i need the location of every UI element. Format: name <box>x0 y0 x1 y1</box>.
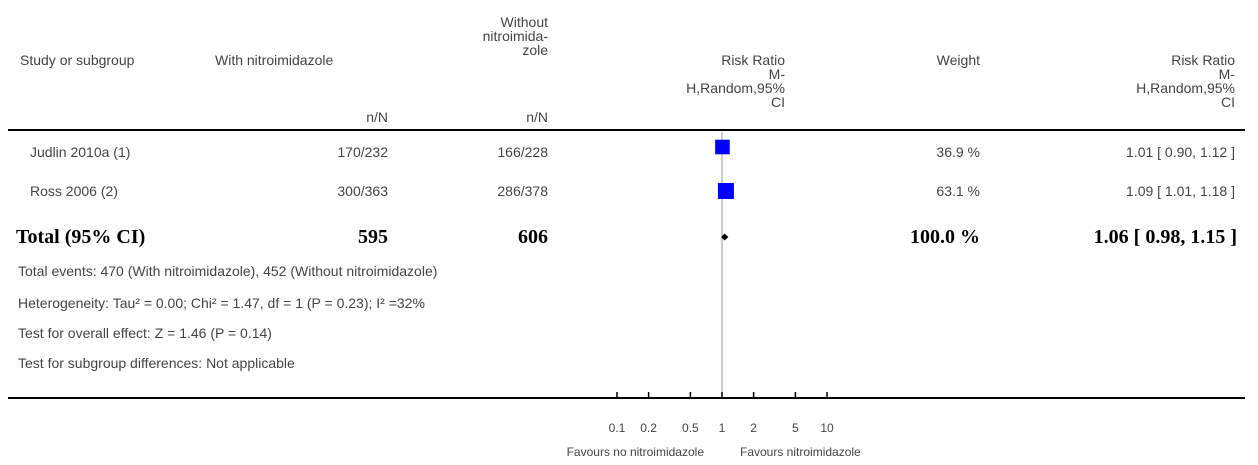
study-name-1: Judlin 2010a (1) <box>30 144 131 160</box>
header-weight: Weight <box>936 52 980 68</box>
header-rr-line-4: CI <box>771 94 785 110</box>
favours-left-label: Favours no nitroimidazole <box>567 445 705 459</box>
footnote-heterogeneity: Heterogeneity: Tau² = 0.00; Chi² = 1.47,… <box>18 295 425 311</box>
header-without-line-1: Without <box>500 14 548 30</box>
bottom-rule <box>8 397 1245 399</box>
study-weight-1: 36.9 % <box>936 144 980 160</box>
header-rr-line-1: Risk Ratio <box>721 52 785 68</box>
axis-tick-label-0.2: 0.2 <box>640 421 657 435</box>
study-square-1 <box>715 139 730 155</box>
study-with-1: 170/232 <box>337 144 388 160</box>
header-without: Without nitroimida- zole <box>420 15 548 57</box>
axis-tick-label-0.5: 0.5 <box>682 421 699 435</box>
favours-right-label: Favours nitroimidazole <box>740 445 861 459</box>
header-rr2-line-4: CI <box>1221 94 1235 110</box>
pooled-diamond <box>721 233 729 241</box>
header-risk-ratio-plot: Risk Ratio M- H,Random,95% CI <box>610 53 785 109</box>
header-rr2-line-3: H,Random,95% <box>1136 80 1235 96</box>
total-label: Total (95% CI) <box>16 226 146 248</box>
axis-tick-label-10: 10 <box>820 421 834 435</box>
header-with: With nitroimidazole <box>215 52 334 68</box>
header-with-sub: n/N <box>366 109 388 125</box>
total-ci: 1.06 [ 0.98, 1.15 ] <box>1093 226 1237 248</box>
header-rr-line-3: H,Random,95% <box>686 80 785 96</box>
header-risk-ratio-text: Risk Ratio M- H,Random,95% CI <box>1060 53 1235 109</box>
footnote-overall-effect: Test for overall effect: Z = 1.46 (P = 0… <box>18 325 272 341</box>
footnote-total-events: Total events: 470 (With nitroimidazole),… <box>18 263 438 279</box>
study-ci-2: 1.09 [ 1.01, 1.18 ] <box>1126 183 1235 199</box>
header-rr-line-2: M- <box>768 66 785 82</box>
header-rr2-line-1: Risk Ratio <box>1171 52 1235 68</box>
study-without-1: 166/228 <box>497 144 548 160</box>
header-study: Study or subgroup <box>20 52 135 68</box>
header-without-sub: n/N <box>526 109 548 125</box>
study-square-2 <box>717 183 734 199</box>
study-ci-1: 1.01 [ 0.90, 1.12 ] <box>1126 144 1235 160</box>
header-without-line-3: zole <box>522 42 548 58</box>
study-weight-2: 63.1 % <box>936 183 980 199</box>
header-without-line-2: nitroimida- <box>482 28 548 44</box>
study-without-2: 286/378 <box>497 183 548 199</box>
total-with: 595 <box>358 226 388 248</box>
axis-tick-label-2: 2 <box>750 421 757 435</box>
total-weight: 100.0 % <box>910 226 980 248</box>
total-without: 606 <box>518 226 548 248</box>
study-with-2: 300/363 <box>337 183 388 199</box>
axis-tick-label-0.1: 0.1 <box>609 421 626 435</box>
study-name-2: Ross 2006 (2) <box>30 183 118 199</box>
axis-tick-label-5: 5 <box>792 421 799 435</box>
axis-tick-label-1: 1 <box>719 421 726 435</box>
footnote-subgroup: Test for subgroup differences: Not appli… <box>18 355 295 371</box>
header-rule <box>8 129 1245 131</box>
header-rr2-line-2: M- <box>1218 66 1235 82</box>
